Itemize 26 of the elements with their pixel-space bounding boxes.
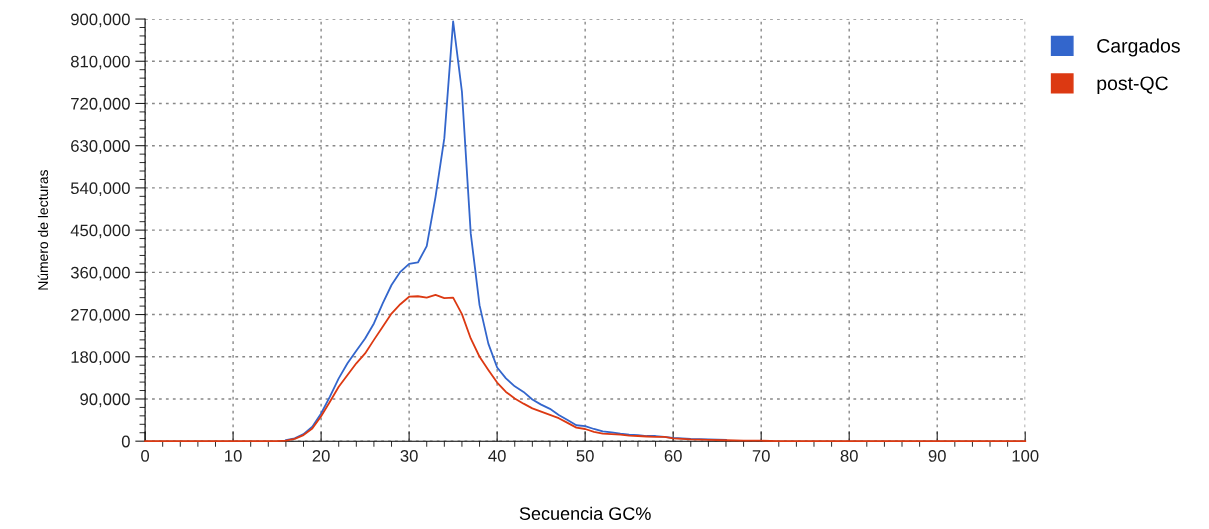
y-tick-label: 900,000 (71, 13, 130, 28)
x-tick-label: 20 (312, 449, 330, 462)
y-axis-title: Número de lecturas (37, 170, 49, 290)
y-tick-label: 540,000 (70, 182, 130, 197)
x-tick-label: 70 (752, 449, 770, 462)
x-tick-label: 10 (225, 449, 242, 462)
y-tick-label: 0 (121, 435, 130, 448)
y-tick-label: 810,000 (70, 55, 130, 70)
x-tick-label: 40 (488, 449, 506, 462)
y-tick-label: 450,000 (70, 224, 130, 239)
x-tick-label: 100 (1012, 449, 1039, 462)
x-tick-label: 80 (840, 449, 858, 462)
x-tick-label: 0 (141, 449, 150, 462)
x-tick-label: 90 (928, 449, 946, 462)
y-tick-label: 720,000 (71, 97, 130, 112)
x-axis-title: Secuencia GC% (519, 506, 651, 520)
legend-label: post-QC (1097, 76, 1168, 94)
y-tick-label: 180,000 (71, 351, 130, 365)
legend-label: Cargados (1097, 38, 1180, 57)
y-tick-label: 90,000 (80, 393, 130, 408)
y-tick-label: 270,000 (71, 308, 130, 323)
x-tick-label: 30 (400, 449, 418, 462)
y-tick-label: 360,000 (70, 266, 130, 281)
x-tick-label: 50 (576, 449, 594, 462)
y-tick-label: 630,000 (71, 140, 130, 154)
x-tick-label: 60 (664, 449, 682, 462)
